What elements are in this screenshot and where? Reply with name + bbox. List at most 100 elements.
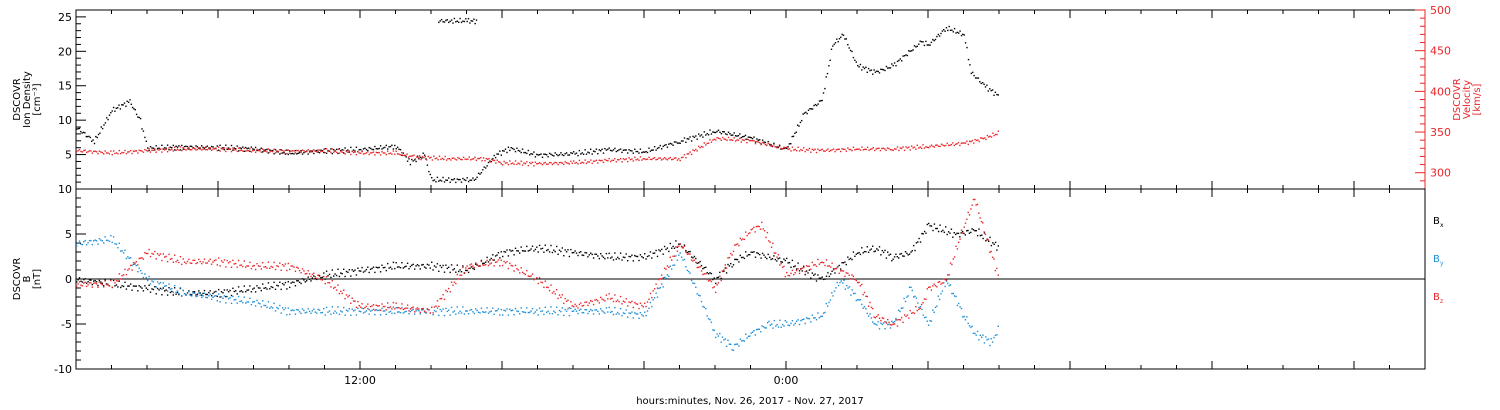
data-point: [990, 338, 992, 340]
data-point: [716, 333, 718, 335]
data-point: [118, 242, 120, 244]
data-point: [506, 261, 508, 263]
data-point: [205, 146, 207, 148]
data-point: [762, 228, 764, 230]
data-point: [738, 244, 740, 247]
data-point: [938, 281, 941, 283]
data-point: [284, 153, 287, 155]
data-point: [932, 285, 934, 287]
data-point: [948, 25, 950, 28]
data-point: [939, 224, 941, 226]
data-point: [776, 147, 778, 149]
data-point: [215, 295, 217, 297]
data-point: [791, 146, 794, 148]
data-point: [293, 281, 295, 284]
data-point: [252, 301, 254, 303]
data-point: [668, 250, 670, 253]
data-point: [773, 144, 775, 146]
data-point: [183, 261, 186, 263]
data-point: [811, 314, 813, 316]
data-point: [500, 259, 502, 261]
data-point: [765, 327, 767, 329]
data-point: [878, 72, 881, 74]
data-point: [307, 153, 309, 155]
data-point: [787, 262, 789, 264]
data-point: [932, 145, 934, 148]
data-point: [665, 158, 667, 160]
data-point: [229, 261, 231, 263]
data-point: [375, 309, 377, 311]
data-point: [818, 100, 821, 102]
data-point: [985, 336, 987, 338]
data-point: [878, 317, 881, 319]
data-point: [830, 48, 833, 50]
data-point: [968, 325, 971, 327]
data-point: [460, 312, 463, 314]
data-point: [401, 303, 403, 305]
data-point: [600, 296, 602, 299]
data-point: [972, 229, 975, 231]
data-point: [304, 281, 306, 283]
data-point: [308, 310, 311, 312]
data-point: [334, 286, 336, 288]
data-point: [223, 295, 226, 297]
data-point: [240, 264, 243, 266]
data-point: [331, 152, 333, 155]
data-point: [594, 160, 596, 162]
data-point: [588, 254, 590, 256]
data-point: [827, 305, 829, 307]
data-point: [554, 293, 556, 295]
data-point: [790, 150, 792, 152]
data-point: [544, 153, 546, 155]
data-point: [117, 153, 119, 155]
data-point: [103, 242, 105, 244]
data-point: [300, 282, 302, 285]
data-point: [316, 277, 318, 280]
data-point: [873, 69, 875, 71]
data-point: [645, 305, 647, 308]
data-point: [656, 158, 659, 160]
data-point: [429, 312, 431, 314]
data-point: [700, 270, 703, 272]
data-point: [127, 285, 129, 287]
data-point: [293, 266, 295, 268]
data-point: [605, 252, 608, 255]
data-point: [578, 149, 581, 152]
data-point: [605, 307, 608, 309]
data-point: [634, 254, 636, 257]
data-point: [426, 164, 429, 166]
data-point: [997, 94, 999, 96]
data-point: [578, 309, 581, 311]
data-point: [76, 281, 78, 283]
data-point: [754, 141, 757, 143]
data-point: [316, 312, 318, 314]
data-point: [489, 311, 491, 313]
data-point: [80, 280, 82, 282]
data-point: [213, 259, 216, 262]
data-point: [281, 152, 284, 154]
data-point: [720, 279, 722, 282]
data-point: [614, 307, 616, 309]
data-point: [362, 148, 365, 150]
data-point: [213, 291, 216, 293]
data-point: [284, 281, 287, 284]
data-point: [577, 312, 579, 315]
data-point: [821, 276, 823, 278]
data-point: [973, 74, 975, 77]
data-point: [906, 54, 909, 57]
data-point: [922, 302, 924, 304]
data-point: [947, 274, 949, 276]
data-point: [118, 104, 120, 106]
data-point: [348, 294, 350, 297]
data-point: [689, 253, 691, 255]
data-point: [294, 152, 297, 154]
data-point: [551, 292, 554, 294]
data-point: [551, 154, 554, 156]
data-point: [193, 292, 196, 294]
data-point: [513, 314, 515, 316]
data-point: [729, 139, 731, 141]
data-point: [978, 339, 980, 341]
data-point: [975, 334, 977, 336]
data-point: [690, 153, 693, 156]
data-point: [925, 40, 927, 43]
